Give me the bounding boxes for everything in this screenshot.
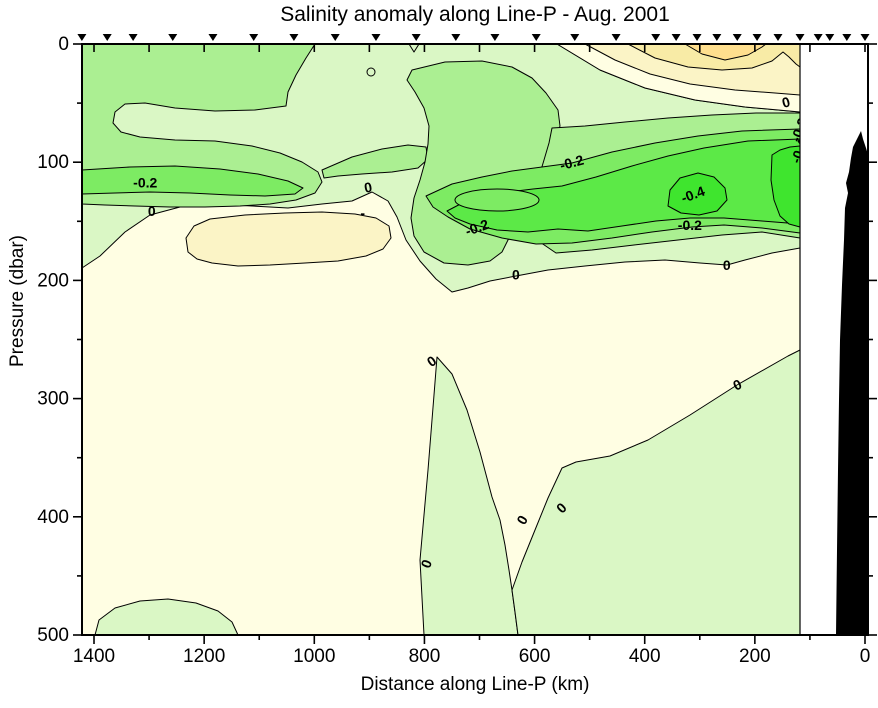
station-marker	[490, 34, 500, 41]
station-marker	[773, 34, 783, 41]
contour-label: -0.2	[463, 216, 491, 239]
station-marker	[451, 34, 461, 41]
y-tick-label: 200	[37, 270, 69, 291]
station-marker	[570, 34, 580, 41]
station-marker	[651, 34, 661, 41]
contour-label: -	[360, 205, 365, 221]
contour-label: 0	[780, 93, 792, 111]
station-marker	[712, 34, 722, 41]
contour-label: 0	[723, 257, 731, 273]
station-marker	[77, 34, 87, 41]
station-marker	[371, 34, 381, 41]
x-tick-label: 1000	[293, 646, 335, 667]
station-marker	[249, 34, 259, 41]
chart-title: Salinity anomaly along Line-P - Aug. 200…	[280, 3, 670, 26]
station-marker	[732, 34, 742, 41]
contour-label: -0.2	[133, 174, 157, 190]
x-tick-label: 200	[739, 646, 771, 667]
x-tick-label: 1200	[183, 646, 225, 667]
y-tick-label: 300	[37, 389, 69, 410]
y-tick-label: 500	[37, 625, 69, 646]
y-tick-label: 400	[37, 507, 69, 528]
contour-label: -0.2	[558, 152, 586, 174]
station-marker	[860, 34, 870, 41]
x-tick-label: 600	[519, 646, 551, 667]
contour-label: 0	[363, 179, 374, 196]
station-marker	[330, 34, 340, 41]
station-marker	[795, 34, 805, 41]
station-marker	[692, 34, 702, 41]
x-tick-label: 0	[860, 646, 871, 667]
y-tick-label: 0	[58, 34, 69, 55]
station-marker	[842, 34, 852, 41]
station-marker	[531, 34, 541, 41]
station-marker	[208, 34, 218, 41]
station-marker	[671, 34, 681, 41]
station-marker	[289, 34, 299, 41]
x-tick-label: 800	[409, 646, 441, 667]
y-tick-label: 100	[37, 152, 69, 173]
station-marker	[825, 34, 835, 41]
station-marker	[752, 34, 762, 41]
contour-label: -0.2	[678, 217, 702, 233]
station-marker	[102, 34, 112, 41]
x-tick-label: 400	[629, 646, 661, 667]
station-marker	[611, 34, 621, 41]
station-marker	[168, 34, 178, 41]
station-marker	[411, 34, 421, 41]
x-tick-label: 1400	[73, 646, 115, 667]
contour-label: 0	[512, 267, 520, 283]
x-axis-label: Distance along Line-P (km)	[360, 674, 590, 695]
contour-label: -0.4	[679, 183, 707, 206]
bathymetry-silhouette	[836, 131, 869, 635]
contour-label: 0	[148, 203, 156, 219]
station-marker	[128, 34, 138, 41]
station-marker	[813, 34, 823, 41]
